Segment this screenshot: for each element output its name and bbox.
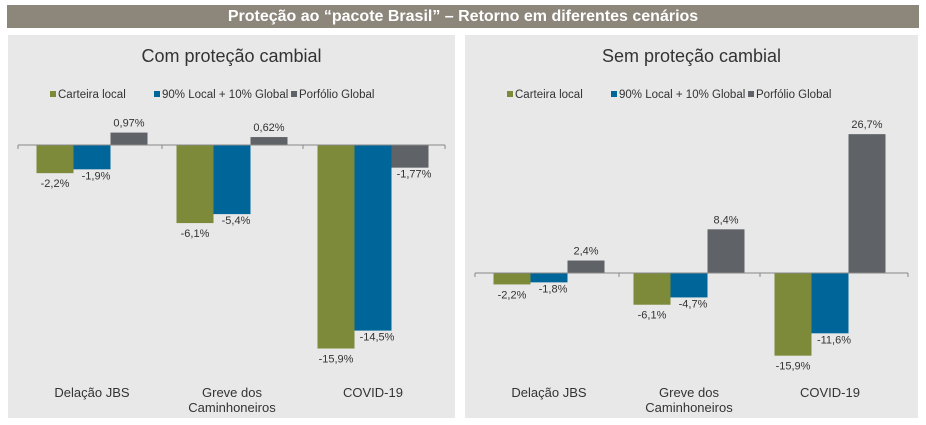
legend-swatch xyxy=(611,91,617,97)
chart-panel-sem-protecao: Sem proteção cambial Carteira local 90% Lo… xyxy=(465,35,918,418)
category-label: Delação JBS xyxy=(511,385,586,400)
data-label: -2,2% xyxy=(41,178,70,190)
bar xyxy=(707,229,745,273)
legend-label: 90% Local + 10% Global xyxy=(162,89,288,101)
category-label: Greve dos xyxy=(659,385,719,400)
data-label: -5,4% xyxy=(222,215,251,227)
data-label: 8,4% xyxy=(713,214,738,226)
data-label: 2,4% xyxy=(573,246,598,258)
legend-swatch xyxy=(50,91,56,97)
bar xyxy=(250,137,288,145)
chart-svg: Com proteção cambial Carteira local 90% Lo… xyxy=(17,46,446,415)
legend-swatch xyxy=(507,91,513,97)
legend-label: Carteira local xyxy=(58,89,126,101)
legend-label: Carteira local xyxy=(515,89,583,101)
chart-svg: Sem proteção cambial Carteira local 90% Lo… xyxy=(474,46,909,415)
bar xyxy=(110,132,148,145)
chart-title: Com proteção cambial xyxy=(141,46,321,66)
bar xyxy=(36,145,74,174)
bar xyxy=(848,134,886,273)
data-label: -2,2% xyxy=(498,289,527,301)
data-label: 0,97% xyxy=(113,118,144,130)
data-label: 0,62% xyxy=(253,122,284,134)
category-label: Greve dos xyxy=(202,385,262,400)
legend-label: Porfólio Global xyxy=(299,89,374,101)
data-label: -11,6% xyxy=(817,334,851,346)
data-label: -6,1% xyxy=(181,228,210,240)
page-title: Proteção ao “pacote Brasil” – Retorno em… xyxy=(7,5,919,28)
data-label: -15,9% xyxy=(319,354,354,366)
data-label: -4,7% xyxy=(679,298,708,310)
chart-panel-com-protecao: Com proteção cambial Carteira local 90% Lo… xyxy=(8,35,455,418)
category-label: Caminhoneiros xyxy=(645,400,733,415)
data-label: -15,9% xyxy=(776,361,811,373)
data-label: -6,1% xyxy=(638,310,667,322)
legend-swatch xyxy=(291,91,297,97)
legend-swatch xyxy=(748,91,754,97)
category-label: Caminhoneiros xyxy=(188,400,276,415)
bar xyxy=(493,273,531,285)
bar xyxy=(811,273,849,334)
data-label: -1,77% xyxy=(397,169,432,181)
bar xyxy=(774,273,812,356)
bar xyxy=(391,145,429,168)
legend-label: Porfólio Global xyxy=(756,89,831,101)
bar xyxy=(176,145,214,224)
bar xyxy=(213,145,251,215)
legend-swatch xyxy=(154,91,160,97)
bar xyxy=(530,273,568,283)
category-label: COVID-19 xyxy=(800,385,860,400)
bar xyxy=(633,273,671,305)
category-label: COVID-19 xyxy=(343,385,403,400)
category-label: Delação JBS xyxy=(54,385,129,400)
bar xyxy=(317,145,355,349)
data-label: -1,9% xyxy=(82,170,111,182)
chart-title: Sem proteção cambial xyxy=(602,46,781,66)
bar xyxy=(670,273,708,298)
bar xyxy=(73,145,111,170)
data-label: -1,8% xyxy=(539,283,568,295)
bar xyxy=(567,260,605,273)
legend-label: 90% Local + 10% Global xyxy=(619,89,745,101)
data-label: 26,7% xyxy=(851,119,882,131)
bar xyxy=(354,145,392,331)
data-label: -14,5% xyxy=(360,332,395,344)
